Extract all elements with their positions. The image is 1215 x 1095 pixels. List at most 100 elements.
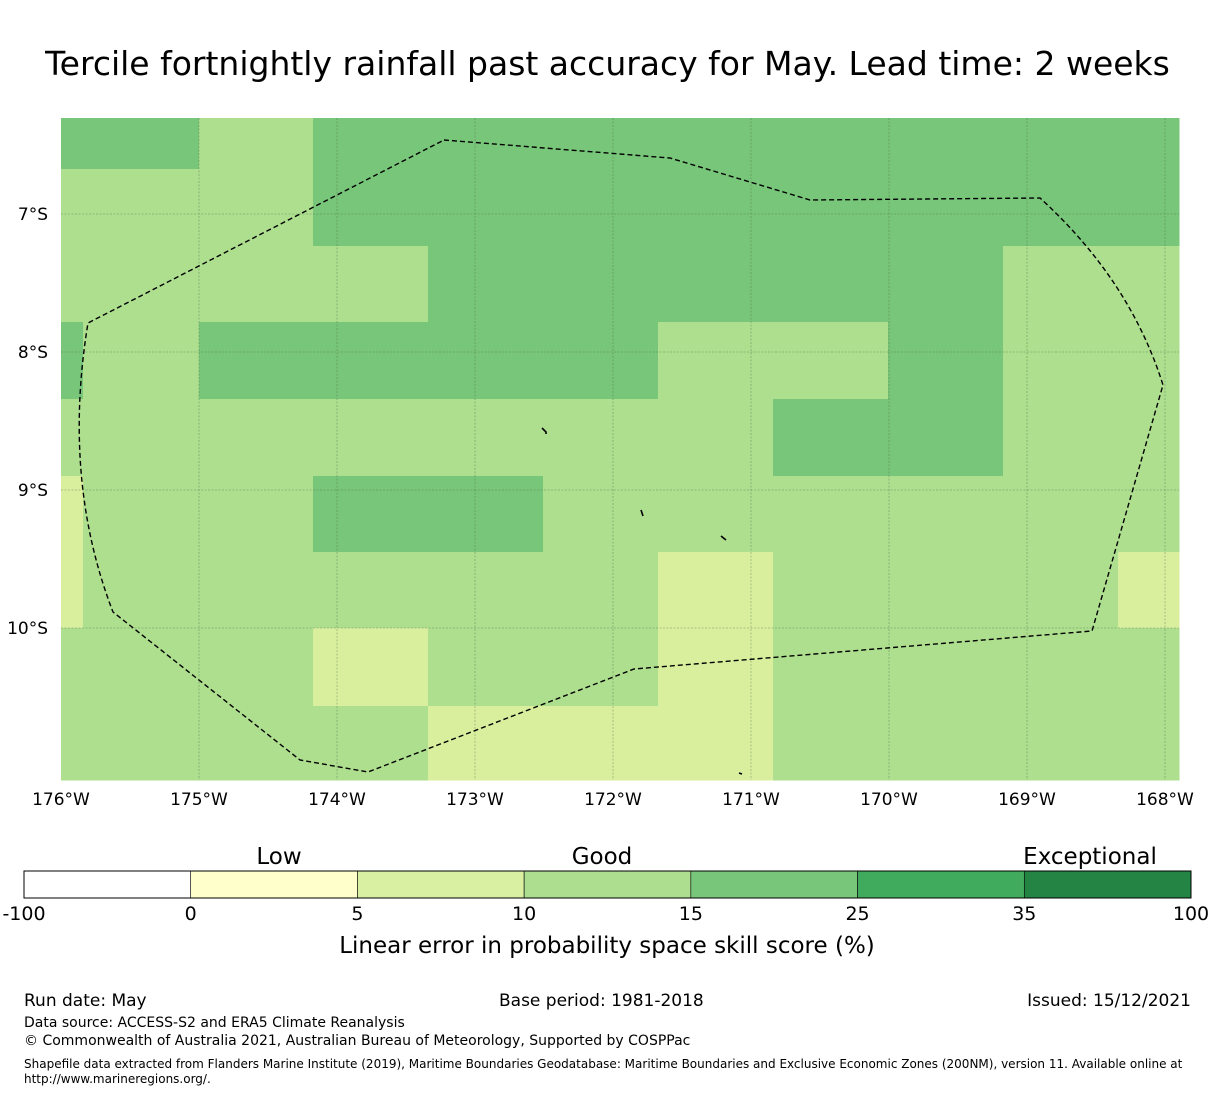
- grid-cell: [199, 706, 314, 781]
- legend-category-good: Good: [572, 844, 633, 870]
- grid-cell: [313, 169, 429, 247]
- island-nukunonu: [640, 509, 644, 517]
- grid-cell: [773, 476, 889, 553]
- lon-tick-label: 176°W: [32, 790, 90, 810]
- grid-cell: [888, 706, 1004, 781]
- grid-cell: [313, 399, 429, 477]
- data-source: Data source: ACCESS-S2 and ERA5 Climate …: [24, 1015, 405, 1031]
- grid-cell: [1118, 118, 1180, 170]
- grid-cell: [543, 118, 659, 170]
- grid-cell: [1003, 706, 1119, 781]
- legend-colorbar-frame: [23, 870, 1192, 899]
- lon-tick-label: 175°W: [170, 790, 228, 810]
- lon-tick-label: 169°W: [998, 790, 1056, 810]
- island-swains: [738, 772, 743, 775]
- grid-cell: [83, 322, 200, 400]
- map-title: Tercile fortnightly rainfall past accura…: [45, 44, 1170, 83]
- legend-tick-label: 25: [845, 903, 869, 925]
- legend-tick-label: 100: [1173, 903, 1209, 925]
- lat-tick-label: 9°S: [18, 481, 48, 501]
- grid-cell: [1003, 246, 1119, 323]
- grid-cell: [658, 322, 774, 400]
- legend-tick-label: 35: [1012, 903, 1036, 925]
- grid-cell: [61, 399, 84, 477]
- grid-cell: [888, 246, 1004, 323]
- run-date: Run date: May: [24, 991, 147, 1011]
- grid-cell: [83, 169, 200, 247]
- grid-cell: [658, 552, 774, 629]
- grid-cell: [61, 322, 84, 400]
- legend-axis-label: Linear error in probability space skill …: [339, 933, 875, 959]
- grid-cell: [199, 169, 314, 247]
- grid-cell: [543, 552, 659, 629]
- grid-cell: [1003, 118, 1119, 170]
- grid-cell: [888, 169, 1004, 247]
- legend-colorbar: [23, 870, 1192, 899]
- legend-bin: [190, 870, 358, 899]
- grid-cell: [83, 246, 200, 323]
- grid-cell: [773, 322, 889, 400]
- grid-cell: [199, 552, 314, 629]
- grid-cell: [888, 118, 1004, 170]
- lat-tick-label: 8°S: [18, 343, 48, 363]
- grid-cell: [1003, 628, 1119, 707]
- grid-cell: [313, 246, 429, 323]
- grid-cell: [83, 476, 200, 553]
- island-fakaofo: [720, 535, 727, 541]
- grid-cell: [61, 169, 84, 247]
- grid-cell: [773, 169, 889, 247]
- grid-cell: [313, 552, 429, 629]
- grid-cell: [888, 476, 1004, 553]
- lon-tick-label: 170°W: [860, 790, 918, 810]
- grid-cell: [199, 118, 314, 170]
- grid-cell: [428, 476, 544, 553]
- legend-bin: [690, 870, 858, 899]
- grid-cell: [1003, 476, 1119, 553]
- grid-cell: [1118, 322, 1180, 400]
- island-atafu: [541, 427, 547, 434]
- lat-tick-label: 7°S: [18, 205, 48, 225]
- grid-cell: [313, 118, 429, 170]
- legend-bin: [857, 870, 1025, 899]
- grid-cell: [428, 706, 544, 781]
- lat-tick-labels: 7°S 8°S 9°S 10°S: [7, 205, 48, 639]
- grid-cell: [1118, 399, 1180, 477]
- grid-cell: [199, 399, 314, 477]
- grid-cell: [83, 399, 200, 477]
- shapefile-credit-line2: http://www.marineregions.org/.: [24, 1072, 211, 1086]
- grid-cell: [199, 476, 314, 553]
- grid-cell: [1118, 246, 1180, 323]
- grid-cell: [1003, 169, 1119, 247]
- grid-cell: [658, 399, 774, 477]
- grid-cell: [1118, 552, 1180, 629]
- grid-cell: [428, 246, 544, 323]
- legend-tick-label: 5: [351, 903, 363, 925]
- grid-cell: [313, 628, 429, 707]
- grid-cell: [888, 399, 1004, 477]
- eez-boundary: [78, 139, 1164, 773]
- grid-cell: [773, 246, 889, 323]
- grid-cell: [428, 169, 544, 247]
- legend-tick-label: 15: [679, 903, 703, 925]
- grid-cell: [658, 169, 774, 247]
- grid-cell: [83, 706, 200, 781]
- grid-cell: [428, 322, 544, 400]
- grid-cell: [543, 706, 659, 781]
- grid-cell: [61, 246, 84, 323]
- grid-cell: [658, 706, 774, 781]
- grid-cell: [888, 322, 1004, 400]
- lon-tick-label: 171°W: [722, 790, 780, 810]
- base-period: Base period: 1981-2018: [499, 991, 704, 1011]
- grid-cell: [888, 552, 1004, 629]
- lon-tick-label: 174°W: [308, 790, 366, 810]
- skill-score-grid: [61, 118, 1180, 781]
- grid-cell: [313, 322, 429, 400]
- grid-cell: [1003, 552, 1119, 629]
- grid-cell: [1118, 169, 1180, 247]
- grid-cell: [543, 322, 659, 400]
- issued-date: Issued: 15/12/2021: [1027, 991, 1191, 1011]
- grid-cell: [773, 552, 889, 629]
- grid-cell: [428, 628, 544, 707]
- grid-cell: [428, 552, 544, 629]
- grid-cell: [1003, 399, 1119, 477]
